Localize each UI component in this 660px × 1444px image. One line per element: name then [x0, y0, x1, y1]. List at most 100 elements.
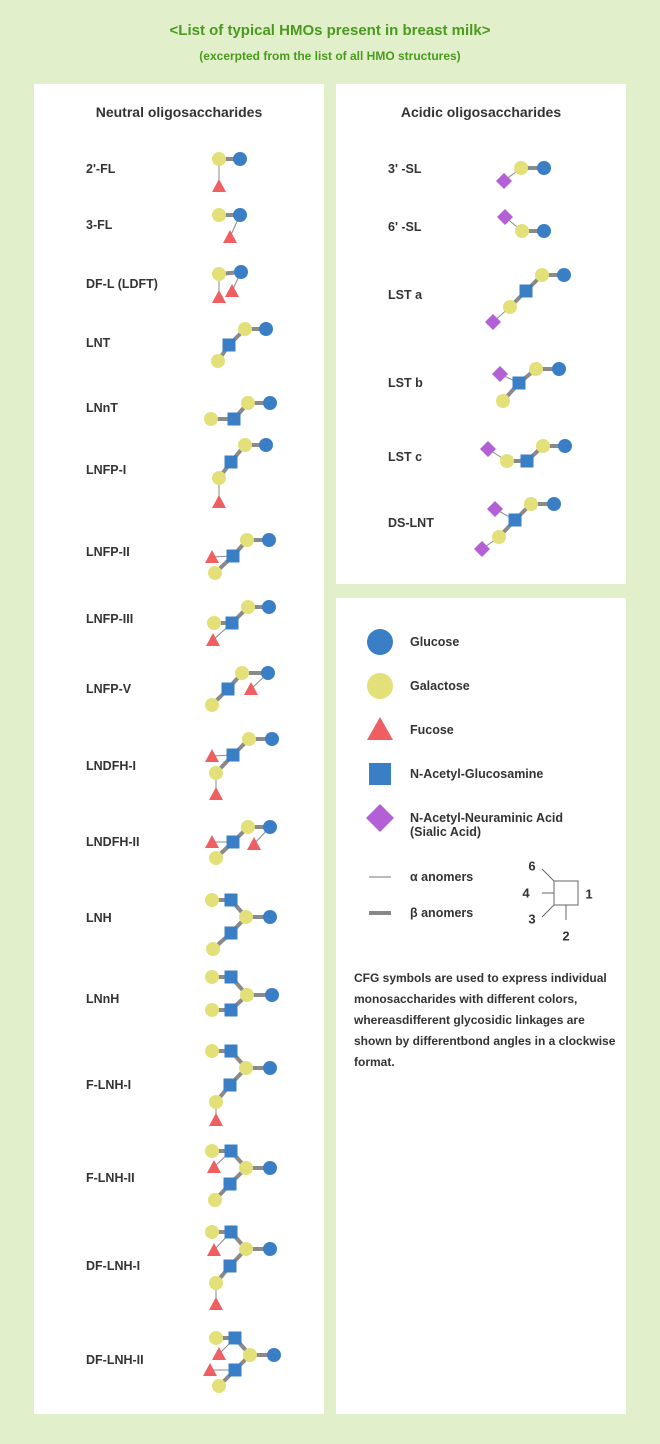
glucose-icon: [263, 820, 277, 834]
galactose-icon: [212, 152, 226, 166]
acidic-item-label: 6' -SL: [388, 220, 422, 234]
galactose-icon: [205, 1003, 219, 1017]
galactose-icon: [529, 362, 543, 376]
neutral-item: LNFP-V: [34, 666, 324, 712]
legend-neuac-line1: N-Acetyl-Neuraminic Acid: [410, 811, 564, 825]
galactose-icon: [212, 1379, 226, 1393]
glcnac-icon: [508, 513, 522, 527]
glucose-icon: [537, 161, 551, 175]
galactose-icon: [238, 322, 252, 336]
neuac-icon: [496, 173, 512, 189]
legend-neuac-label: N-Acetyl-Neuraminic Acid (Sialic Acid): [410, 811, 563, 839]
linkage-position-diagram: [541, 868, 579, 920]
galactose-icon: [514, 161, 528, 175]
neutral-item: 3-FL: [34, 208, 324, 243]
acidic-item-label: LST c: [388, 450, 423, 464]
glcnac-icon: [226, 549, 240, 563]
galactose-icon: [241, 396, 255, 410]
glcnac-icon: [224, 926, 238, 940]
glucose-icon: [263, 396, 277, 410]
glcnac-icon: [224, 1044, 238, 1058]
glycan-structure: [205, 666, 275, 712]
neutral-item: LNDFH-II: [34, 820, 324, 865]
fucose-icon: [207, 1160, 221, 1173]
neutral-item: DF-L (LDFT): [34, 265, 324, 303]
neutral-item-label: LNnT: [86, 401, 118, 415]
glucose-icon: [233, 152, 247, 166]
glcnac-icon: [512, 376, 526, 390]
fucose-icon: [225, 284, 239, 297]
position-3: 3: [528, 911, 536, 927]
galactose-icon: [239, 910, 253, 924]
acidic-heading: Acidic oligosaccharides: [400, 104, 562, 120]
glucose-icon: [259, 438, 273, 452]
acidic-item: 3' -SL: [336, 161, 626, 189]
glycan-structure: [205, 970, 279, 1017]
position-2: 2: [562, 928, 570, 944]
glcnac-icon: [224, 455, 238, 469]
glcnac-icon: [226, 748, 240, 762]
neutral-item: DF-LNH-I: [34, 1225, 324, 1310]
neutral-item-label: LNH: [86, 911, 112, 925]
neutral-item-label: LNFP-V: [86, 682, 132, 696]
glycan-structure: [485, 268, 571, 330]
glucose-icon: [537, 224, 551, 238]
fucose-icon: [205, 835, 219, 848]
fucose-icon: [203, 1363, 217, 1376]
galactose-icon: [239, 1161, 253, 1175]
legend-neuac-line2: (Sialic Acid): [410, 825, 482, 839]
neuac-icon: [487, 501, 503, 517]
glucose-icon: [557, 268, 571, 282]
galactose-icon: [204, 412, 218, 426]
neutral-item: LNDFH-I: [34, 732, 324, 800]
galactose-icon: [212, 471, 226, 485]
fucose-icon: [244, 682, 258, 695]
glcnac-icon: [223, 1078, 237, 1092]
galactose-icon: [367, 673, 393, 699]
neutral-item: LNFP-I: [34, 438, 324, 508]
neutral-item-label: F-LNH-I: [86, 1078, 132, 1092]
alpha-line-icon: [369, 876, 391, 878]
glycan-structure: [205, 1144, 277, 1207]
acidic-item: LST b: [336, 362, 626, 408]
glucose-icon: [262, 600, 276, 614]
fucose-icon: [212, 495, 226, 508]
acidic-item-label: LST b: [388, 376, 423, 390]
galactose-icon: [235, 666, 249, 680]
glycan-structure: [205, 533, 276, 580]
glycan-structure: [205, 820, 277, 865]
galactose-icon: [524, 497, 538, 511]
galactose-icon: [205, 1044, 219, 1058]
fucose-icon: [209, 787, 223, 800]
fucose-icon: [367, 717, 393, 740]
glucose-icon: [263, 910, 277, 924]
glucose-icon: [263, 1061, 277, 1075]
neutral-item-label: F-LNH-II: [86, 1171, 135, 1185]
glycan-structure: [212, 208, 247, 243]
acidic-panel: Acidic oligosaccharides 3' -SL 6' -SL LST …: [336, 84, 626, 584]
neutral-panel: Neutral oligosaccharides 2'-FL 3-FL DF-L (…: [34, 84, 324, 1414]
neutral-item: 2'-FL: [34, 152, 324, 192]
glycan-structure: [212, 265, 248, 303]
neuac-icon: [474, 541, 490, 557]
position-6: 6: [528, 858, 536, 874]
galactose-icon: [496, 394, 510, 408]
glycan-structure: [206, 600, 276, 646]
acidic-item: DS-LNT: [336, 497, 626, 557]
neutral-item-label: LNFP-II: [86, 545, 130, 559]
galactose-icon: [492, 530, 506, 544]
fucose-icon: [209, 1297, 223, 1310]
glucose-icon: [547, 497, 561, 511]
glcnac-icon: [224, 1003, 238, 1017]
fucose-icon: [212, 290, 226, 303]
galactose-icon: [515, 224, 529, 238]
beta-line-icon: [369, 911, 391, 915]
galactose-icon: [535, 268, 549, 282]
glycan-structure: [474, 497, 561, 557]
acidic-item-label: DS-LNT: [388, 516, 434, 530]
galactose-icon: [241, 600, 255, 614]
page-subtitle: (excerpted from the list of all HMO stru…: [199, 49, 461, 63]
neutral-item-label: LNT: [86, 336, 111, 350]
galactose-icon: [209, 1331, 223, 1345]
galactose-icon: [205, 970, 219, 984]
